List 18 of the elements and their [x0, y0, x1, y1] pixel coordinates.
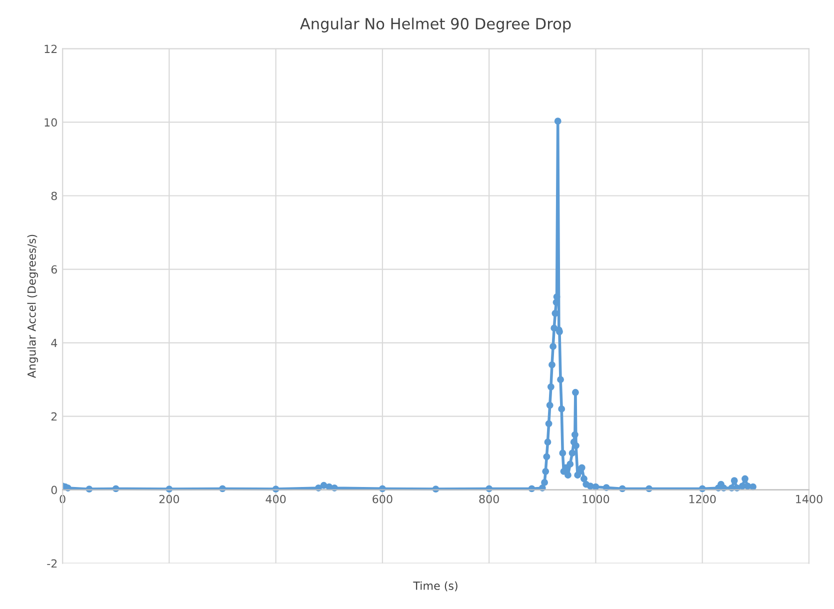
- x-tick-label: 1000: [582, 494, 610, 504]
- y-tick-label: 12: [44, 44, 57, 53]
- y-tick-label: -2: [47, 559, 57, 568]
- y-tick-label: 2: [51, 412, 57, 421]
- x-tick-label: 1400: [796, 494, 822, 504]
- x-axis-title: Time (s): [413, 581, 458, 592]
- x-tick-label: 1200: [689, 494, 716, 504]
- y-axis-title: Angular Accel (Degrees/s): [27, 234, 38, 378]
- y-tick-label: 0: [51, 486, 57, 494]
- y-tick-label: 4: [51, 338, 58, 347]
- y-tick-label: 10: [44, 118, 57, 127]
- x-tick-label: 200: [159, 494, 180, 504]
- chart-title: Angular No Helmet 90 Degree Drop: [300, 18, 571, 32]
- y-tick-label: 8: [51, 192, 57, 200]
- x-tick-label: 400: [266, 494, 286, 504]
- x-tick-label: 800: [479, 494, 499, 504]
- y-tick-label: 6: [51, 265, 57, 274]
- x-tick-label: 600: [372, 494, 392, 504]
